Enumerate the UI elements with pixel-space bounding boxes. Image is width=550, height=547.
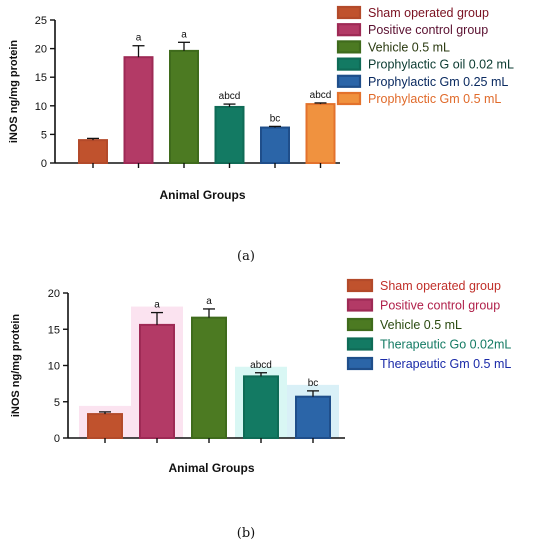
bar: [123, 56, 154, 164]
bar: [305, 103, 336, 164]
y-axis-label: iNOS ng/mg protein: [10, 314, 22, 418]
panel-label: (a): [237, 249, 255, 264]
legend-entry: Positive control group: [368, 23, 488, 37]
y-tick-label: 20: [48, 288, 60, 300]
legend-swatch: [336, 74, 362, 88]
legend-swatch: [346, 298, 374, 312]
y-tick-label: 25: [35, 15, 47, 27]
legend-swatch: [336, 40, 362, 54]
bar: [260, 126, 290, 165]
chart-panel-a: 0 5 10 15 20 25 a a abcd bc abcd iNOS ng/mg protein…: [8, 5, 514, 264]
legend-entry: Sham operated group: [380, 279, 501, 293]
significance-label: a: [206, 296, 212, 307]
legend-swatch: [336, 5, 362, 20]
y-tick-label: 0: [41, 158, 47, 170]
bar: [87, 413, 123, 440]
y-tick-label: 0: [54, 433, 60, 445]
legend-swatch: [336, 91, 362, 106]
y-tick-label: 5: [41, 129, 47, 141]
y-tick-label: 5: [54, 397, 60, 409]
legend-entry: Prophylactic G oil 0.02 mL: [368, 58, 514, 72]
x-axis-label: Animal Groups: [159, 188, 245, 202]
legend-swatch: [336, 57, 362, 71]
legend-swatch: [346, 278, 374, 293]
bar: [139, 323, 175, 439]
significance-label: a: [154, 300, 160, 311]
chart-panel-b: 0 5 10 15 20 a a abcd bc iNOS ng/mg protein Animal…: [10, 278, 511, 541]
y-tick-label: 15: [48, 324, 60, 336]
significance-label: a: [181, 29, 187, 40]
legend-entry: Prophylactic Gm 0.5 mL: [368, 92, 501, 106]
bar: [191, 316, 227, 439]
y-axis-label: iNOS ng/mg protein: [8, 40, 20, 144]
legend-entry: Therapeutic Go 0.02mL: [380, 338, 511, 352]
legend-entry: Prophylactic Gm 0.25 mL: [368, 75, 508, 89]
panel-label: (b): [237, 526, 255, 541]
bar: [295, 395, 331, 439]
significance-label: abcd: [310, 90, 332, 101]
legend-entry: Therapeutic Gm 0.5 mL: [380, 357, 511, 371]
x-axis-label: Animal Groups: [168, 461, 254, 475]
bar: [243, 375, 279, 439]
legend-swatch: [346, 317, 374, 332]
y-tick-label: 20: [35, 44, 47, 56]
legend-entry: Vehicle 0.5 mL: [368, 40, 450, 54]
bar: [78, 139, 108, 164]
y-tick-label: 10: [48, 361, 60, 373]
legend-entry: Sham operated group: [368, 6, 489, 20]
significance-label: bc: [308, 378, 319, 389]
legend-swatch: [336, 23, 362, 37]
legend-entry: Positive control group: [380, 299, 500, 313]
legend-entry: Vehicle 0.5 mL: [380, 318, 462, 332]
bar: [214, 105, 245, 164]
legend-swatch: [346, 337, 374, 351]
significance-label: abcd: [219, 91, 241, 102]
y-tick-label: 15: [35, 72, 47, 84]
significance-label: bc: [270, 113, 281, 124]
significance-label: abcd: [250, 360, 272, 371]
legend-swatch: [346, 356, 374, 371]
significance-label: a: [136, 33, 142, 44]
bar: [169, 49, 199, 164]
y-tick-label: 10: [35, 101, 47, 113]
